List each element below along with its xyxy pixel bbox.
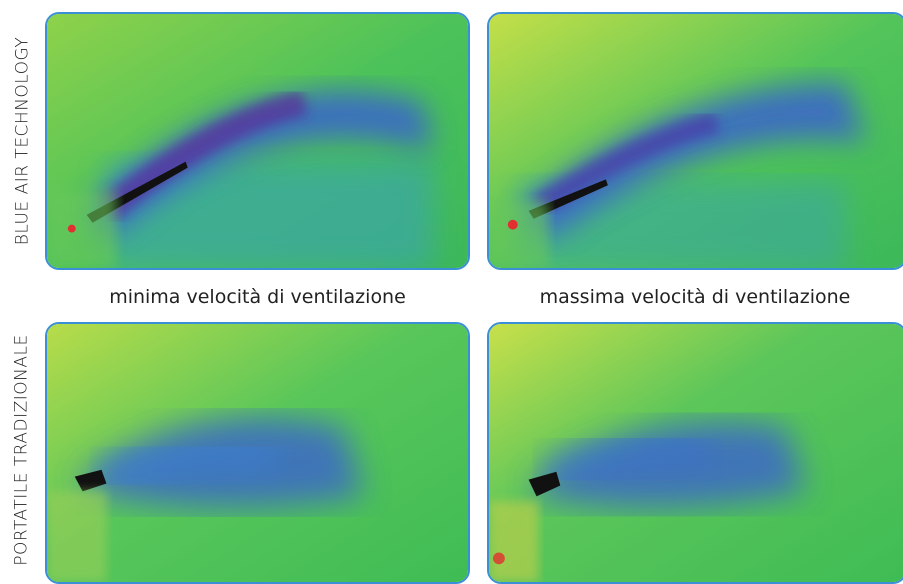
row-label-blue-air: BLUE AIR TECHNOLOGY [12, 36, 33, 246]
row-label-portatile: PORTATILE TRADIZIONALE [12, 334, 32, 566]
caption-minimum-speed: minima velocità di ventilazione [109, 286, 406, 308]
thermal-image-portatile-max [487, 322, 903, 584]
thermal-image-blue-air-min [45, 12, 470, 270]
caption-maximum-speed: massima velocità di ventilazione [539, 286, 851, 308]
thermal-image-portatile-min [45, 322, 470, 584]
thermal-image-blue-air-max [487, 12, 903, 270]
